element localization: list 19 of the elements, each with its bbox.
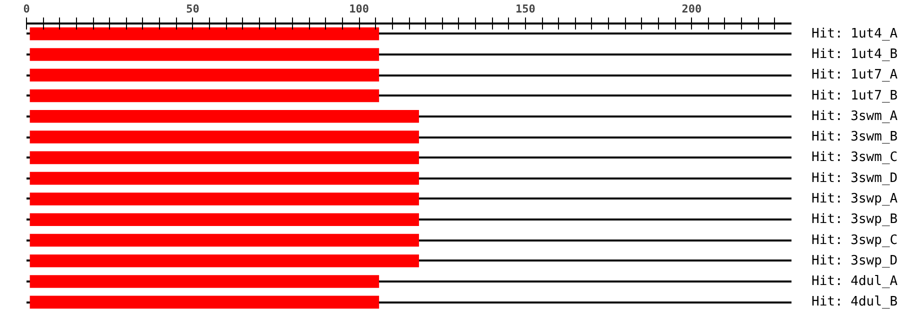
x-tick-label: 100 [349, 2, 370, 16]
y-tick-label: Hit: 3swp_B [812, 212, 898, 228]
y-tick-label: Hit: 3swm_C [812, 150, 898, 166]
y-tick-label: Hit: 4dul_A [812, 274, 898, 290]
x-tick-label: 0 [23, 2, 30, 16]
y-tick-label: Hit: 3swm_B [812, 130, 898, 145]
y-tick-label: Hit: 3swm_A [812, 108, 898, 124]
y-tick-label: Hit: 3swm_D [812, 170, 898, 186]
y-tick-label: Hit: 3swp_A [812, 191, 898, 206]
y-tick-label: Hit: 1ut4_B [812, 46, 898, 62]
y-tick-label: Hit: 1ut7_B [812, 88, 898, 104]
y-tick-label: Hit: 4dul_B [812, 294, 898, 310]
x-tick-label: 200 [682, 2, 702, 16]
x-tick-label: 50 [186, 2, 200, 16]
y-tick-label: Hit: 1ut4_A [812, 26, 898, 42]
y-tick-label: Hit: 3swp_D [812, 253, 898, 268]
y-tick-label: Hit: 1ut7_A [812, 68, 898, 83]
x-tick-label: 150 [515, 2, 536, 16]
y-tick-label: Hit: 3swp_C [812, 232, 898, 248]
